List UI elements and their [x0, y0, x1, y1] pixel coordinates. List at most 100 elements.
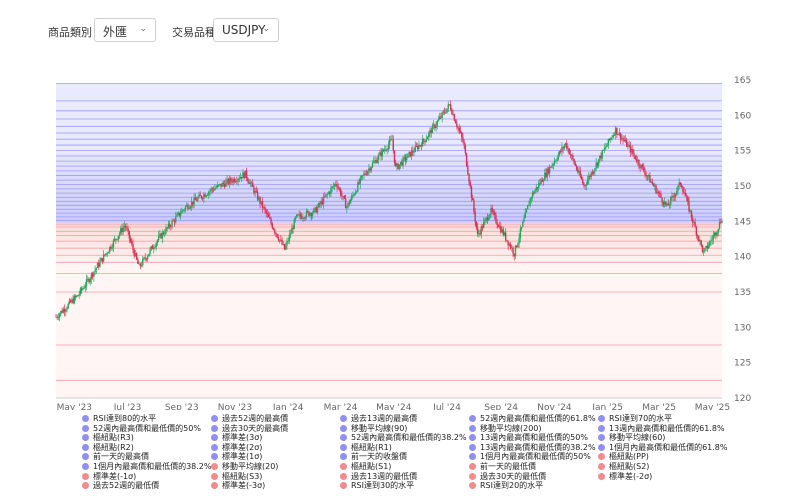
x-tick-label: Mar '24	[324, 403, 358, 410]
candle-body	[234, 181, 237, 183]
candle-body	[418, 145, 420, 150]
candle-body	[529, 198, 531, 206]
x-tick-label: Sep '23	[165, 403, 199, 410]
candle-body	[614, 127, 617, 135]
candle-body	[661, 197, 663, 203]
candle-body	[63, 309, 66, 312]
candle-body	[343, 195, 346, 199]
candle-body	[570, 155, 573, 156]
candle-body	[238, 178, 241, 180]
legend-label: 13週內最高價和最低價的61.8%	[609, 423, 725, 433]
candle-body	[552, 164, 555, 166]
legend-label: 標準差(-3σ)	[222, 481, 266, 491]
candle-body	[393, 150, 396, 163]
candle-body	[712, 235, 715, 240]
candle-body	[502, 229, 504, 236]
candle-body	[228, 178, 231, 184]
candle-body	[200, 195, 203, 199]
candle-body	[417, 146, 419, 150]
candle-body	[177, 212, 179, 215]
candle-body	[666, 203, 668, 205]
x-tick-label: Jan '24	[272, 403, 304, 410]
legend-dot-icon	[598, 415, 605, 422]
candle-body	[247, 178, 249, 182]
candle-body	[365, 174, 368, 175]
candle-body	[644, 171, 646, 176]
candle-body	[241, 176, 243, 179]
candle-body	[209, 190, 211, 192]
candle-body	[677, 185, 679, 191]
candle-body	[164, 233, 166, 235]
support-shade	[56, 242, 722, 248]
candle-body	[232, 178, 234, 183]
legend-item: 過去13週的最高價	[340, 414, 417, 424]
candle-body	[470, 186, 473, 198]
legend-item: 前一天的最高價	[82, 452, 149, 462]
candle-body	[390, 139, 392, 141]
candle-body	[525, 209, 528, 213]
candle-body	[76, 295, 78, 298]
candle-body	[134, 253, 137, 257]
legend-dot-icon	[211, 424, 218, 432]
candle-body	[321, 200, 324, 204]
y-tick-label: 135	[734, 288, 751, 298]
legend-dot-icon	[211, 415, 218, 422]
candle-body	[95, 268, 98, 270]
candle-body	[105, 253, 107, 256]
candle-body	[210, 188, 212, 191]
legend-item: 樞紐點(R1)	[340, 443, 392, 453]
candle-body	[678, 182, 680, 186]
legend-label: 標準差(-2σ)	[609, 471, 653, 481]
product-select[interactable]: USDJPY ⌄	[213, 18, 279, 42]
legend-item: RSI達到20的水平	[469, 481, 543, 491]
support-shade	[56, 257, 722, 263]
legend-dot-icon	[469, 434, 476, 442]
candle-body	[526, 205, 529, 210]
candle-body	[522, 221, 524, 227]
category-label: 商品類別 :	[48, 26, 100, 39]
candle-body	[403, 156, 405, 158]
candle-body	[647, 175, 650, 177]
legend-dot-icon	[82, 443, 89, 451]
candle-body	[452, 114, 454, 116]
candle-body	[590, 172, 592, 177]
category-select[interactable]: 外匯 ⌄	[94, 18, 156, 42]
candle-body	[121, 228, 123, 232]
candle-body	[326, 193, 328, 195]
candle-body	[720, 221, 722, 223]
candle-body	[431, 125, 434, 134]
candle-body	[408, 151, 410, 154]
candle-body	[145, 258, 148, 260]
candle-body	[707, 245, 710, 249]
candle-body	[319, 203, 321, 205]
candle-body	[382, 149, 385, 151]
candle-body	[276, 233, 278, 238]
candle-body	[309, 213, 311, 216]
candle-body	[149, 249, 151, 254]
candle-body	[220, 183, 222, 187]
candle-body	[83, 287, 85, 289]
candle-body	[286, 241, 288, 246]
x-tick-label: Jan '25	[591, 403, 623, 410]
candle-body	[507, 240, 509, 246]
candle-body	[472, 197, 474, 201]
candle-body	[330, 188, 332, 194]
candle-body	[640, 164, 643, 169]
candle-body	[303, 217, 305, 219]
candle-body	[331, 186, 333, 189]
candle-body	[120, 228, 122, 234]
candle-body	[440, 116, 442, 118]
candle-body	[702, 251, 705, 252]
candle-body	[580, 176, 583, 180]
candle-body	[595, 162, 597, 169]
candle-body	[183, 209, 186, 211]
candle-body	[156, 240, 159, 243]
support-shade	[56, 227, 722, 233]
candle-body	[421, 138, 424, 147]
candle-body	[132, 243, 134, 250]
candle-body	[628, 144, 630, 146]
candle-body	[320, 200, 322, 205]
candle-body	[107, 252, 110, 254]
resistance-shade	[56, 212, 722, 218]
legend-label: 樞紐點(R2)	[93, 442, 134, 452]
